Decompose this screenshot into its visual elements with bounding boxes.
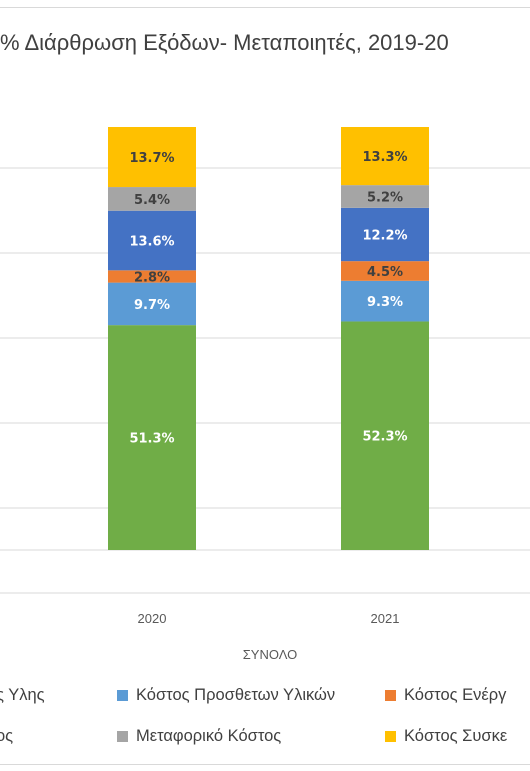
data-label: 9.7% — [134, 298, 170, 313]
data-label: 51.3% — [129, 432, 174, 447]
legend-item: ος — [0, 727, 13, 746]
bar-segment — [108, 210, 196, 271]
legend-item: ς Υλης — [0, 686, 45, 705]
bar-segment — [108, 187, 196, 211]
data-label: 9.3% — [367, 295, 403, 310]
legend-label: Μεταφορικό Κόστος — [136, 727, 282, 745]
data-label: 4.5% — [367, 265, 403, 280]
legend-item: Μεταφορικό Κόστος — [117, 727, 281, 746]
legend-swatch — [117, 690, 128, 701]
legend-swatch — [385, 731, 396, 742]
chart-border-bottom — [0, 764, 530, 765]
data-label: 13.3% — [362, 150, 407, 165]
data-label: 5.2% — [367, 190, 403, 205]
legend-label: ος — [0, 727, 14, 745]
legend-label: Κόστος Ενέργ — [404, 686, 507, 704]
legend-label: Κόστος Προσθετων Υλικών — [136, 686, 336, 704]
bar-segment — [108, 270, 196, 283]
data-label: 2.8% — [134, 270, 170, 285]
category-label: 2020 — [138, 611, 167, 626]
legend-label: ς Υλης — [0, 686, 45, 704]
legend-item: Κόστος Προσθετων Υλικών — [117, 686, 335, 705]
bar-segment — [108, 325, 196, 550]
legend-item: Κόστος Συσκε — [385, 727, 507, 746]
bar-segment — [108, 127, 196, 188]
bar-segment — [341, 280, 429, 322]
bar-segment — [108, 282, 196, 326]
legend-item: Κόστος Ενέργ — [385, 686, 506, 705]
category-label: 2021 — [371, 611, 400, 626]
data-label: 52.3% — [362, 430, 407, 445]
data-label: 12.2% — [362, 228, 407, 243]
data-label: 13.6% — [129, 235, 174, 250]
legend-label: Κόστος Συσκε — [404, 727, 508, 745]
bar-segment — [341, 185, 429, 208]
bar-segment — [341, 207, 429, 262]
chart-border-top — [0, 7, 530, 8]
bar-segment — [341, 261, 429, 281]
bar-segment — [341, 321, 429, 550]
x-axis-title: ΣΥΝΟΛΟ — [243, 647, 298, 662]
legend-swatch — [117, 731, 128, 742]
chart-plot: 51.3% 9.7% 2.8% 13.6% 5.4% 13.7% 52.3% 9.3% 4.5%… — [0, 127, 530, 662]
data-label: 5.4% — [134, 193, 170, 208]
bar-segment — [341, 127, 429, 186]
legend-swatch — [385, 690, 396, 701]
chart-title: % Διάρθρωση Εξόδων- Μεταποιητές, 2019-20 — [0, 30, 449, 55]
data-label: 13.7% — [129, 151, 174, 166]
